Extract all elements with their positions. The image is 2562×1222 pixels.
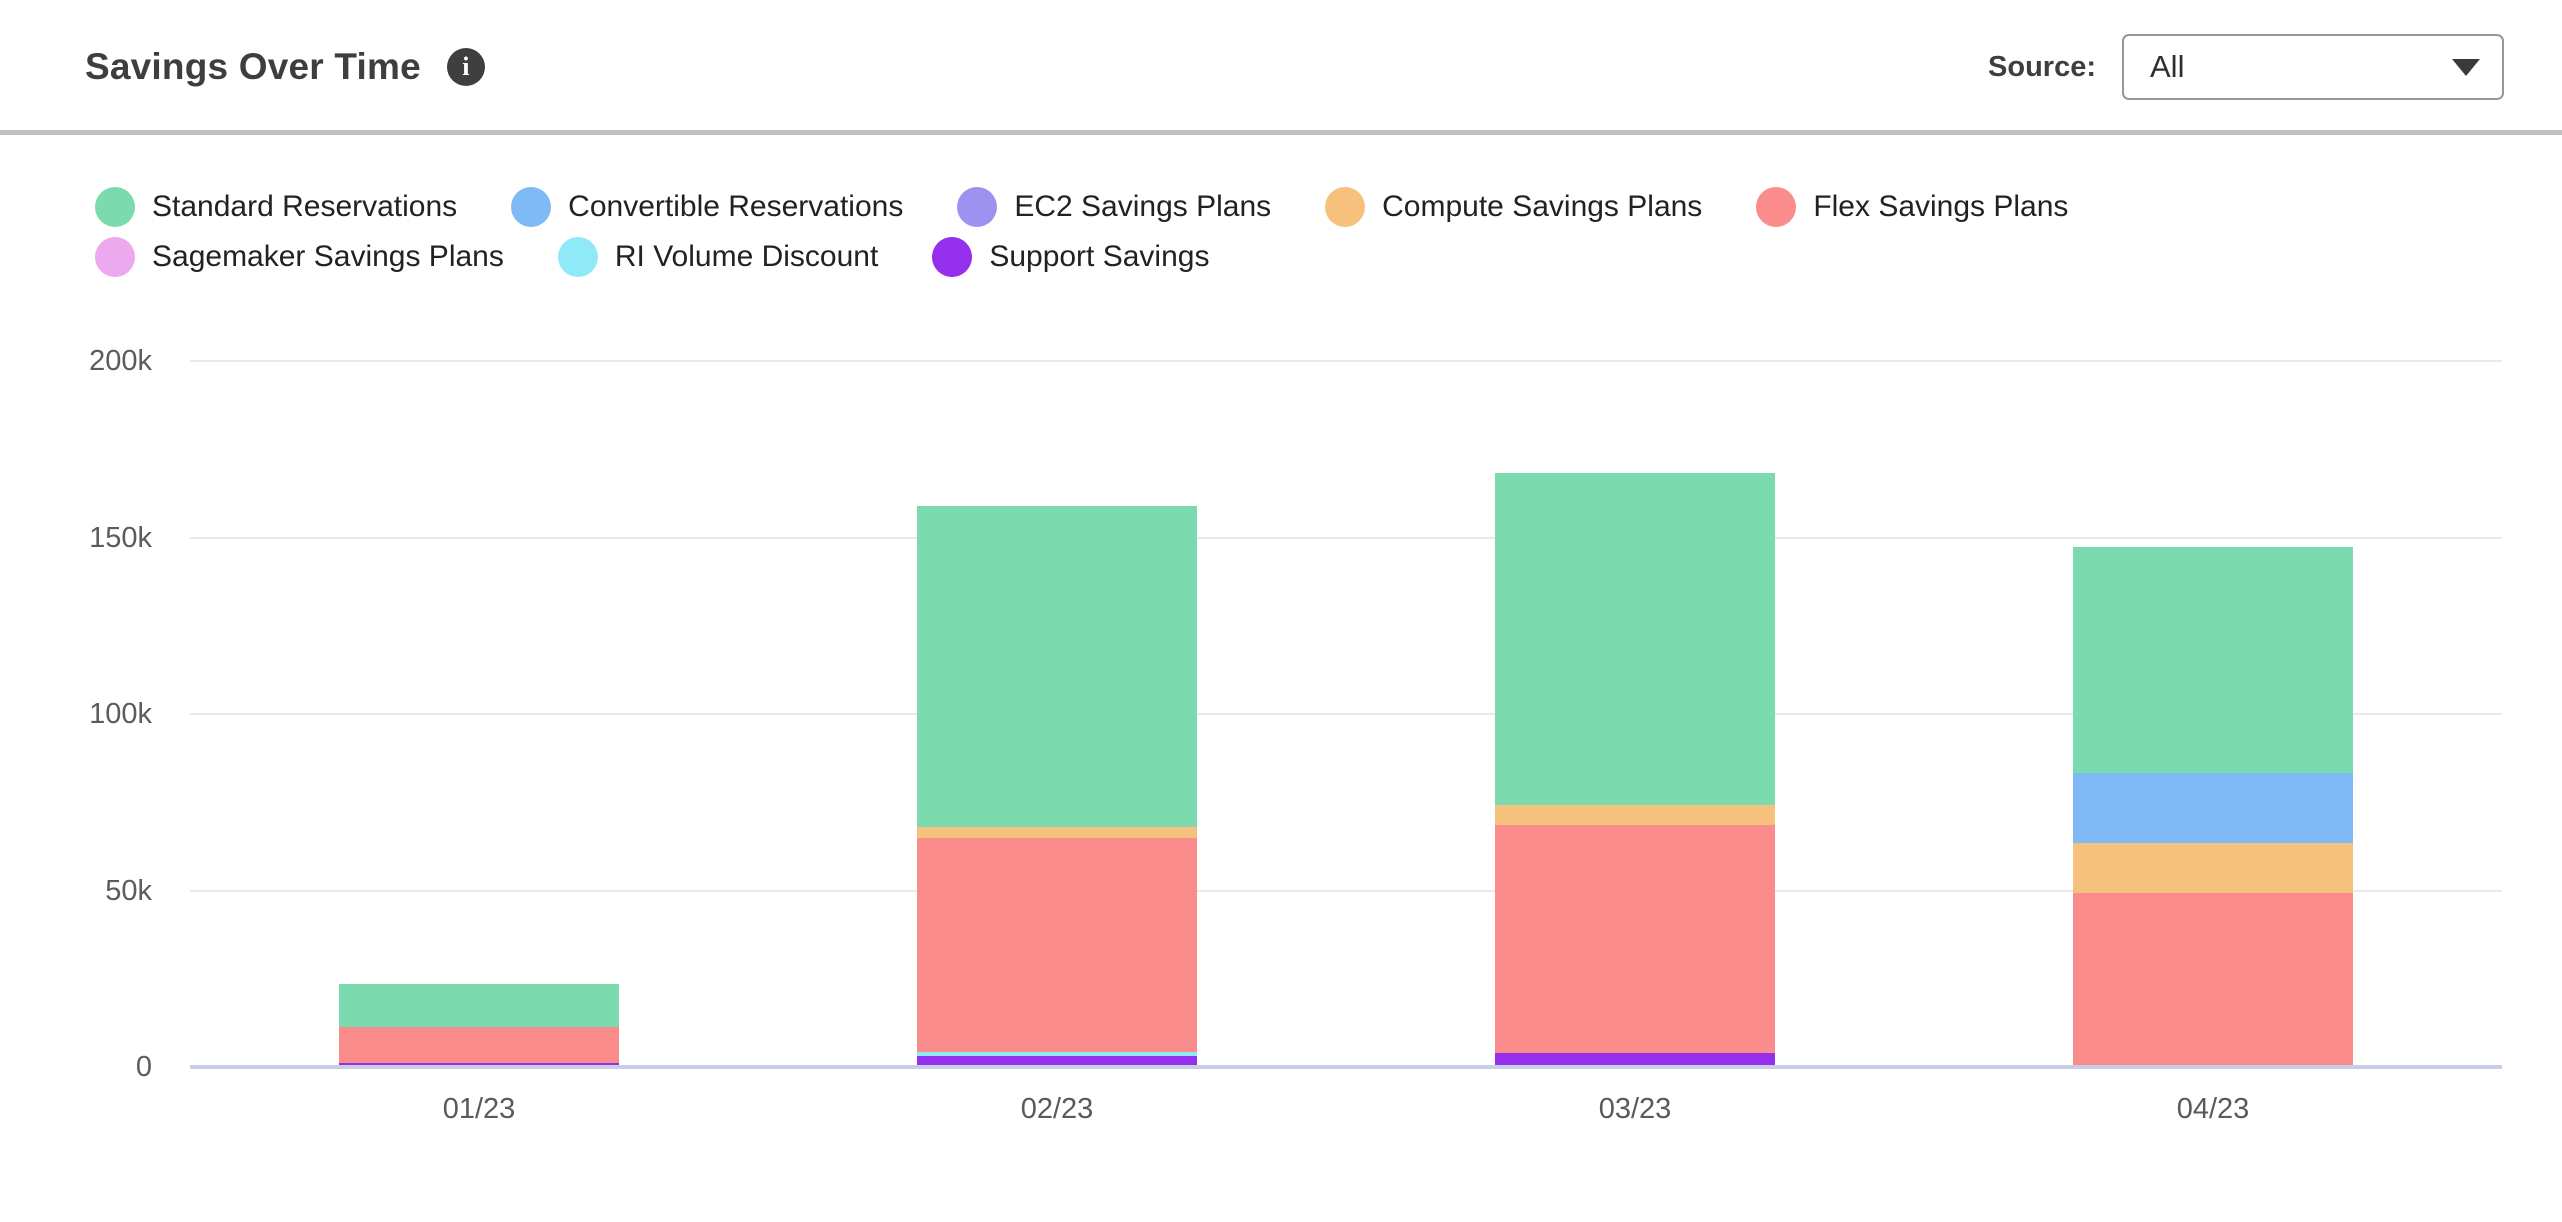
- bar-slot: [1924, 361, 2502, 1067]
- legend-item[interactable]: Standard Reservations: [95, 187, 457, 227]
- legend-swatch-icon: [1325, 187, 1366, 227]
- y-axis-label: 100k: [89, 698, 152, 730]
- chart-legend: Standard Reservations Convertible Reserva…: [95, 187, 2492, 277]
- source-dropdown-value: All: [2150, 49, 2185, 84]
- chevron-down-icon: [2452, 58, 2480, 76]
- bar-segment[interactable]: [1494, 472, 1776, 805]
- legend-item[interactable]: EC2 Savings Plans: [957, 187, 1271, 227]
- x-axis-baseline: [190, 1065, 2502, 1069]
- gridline: [190, 360, 2502, 362]
- bar-segment[interactable]: [916, 837, 1198, 1053]
- legend-swatch-icon: [557, 237, 598, 277]
- legend-label: Convertible Reservations: [568, 190, 904, 223]
- legend-label: Support Savings: [989, 240, 1210, 273]
- page-title: Savings Over Time: [85, 46, 421, 87]
- legend-label: Standard Reservations: [152, 190, 458, 223]
- source-dropdown[interactable]: All: [2122, 34, 2504, 100]
- legend-item[interactable]: Support Savings: [932, 237, 1209, 277]
- stacked-bar-02/23: [916, 505, 1198, 1067]
- legend-label: RI Volume Discount: [614, 240, 879, 273]
- bar-segment[interactable]: [2072, 773, 2354, 844]
- bar-segment[interactable]: [1494, 804, 1776, 826]
- x-axis-label: 04/23: [2176, 1093, 2250, 1125]
- gridline: [190, 889, 2502, 892]
- bars-container: [190, 361, 2502, 1067]
- legend-label: EC2 Savings Plans: [1014, 190, 1272, 223]
- y-axis-label: 50k: [105, 874, 152, 907]
- legend-swatch-icon: [932, 237, 973, 277]
- bar-segment[interactable]: [338, 1027, 620, 1064]
- bar-slot: [1346, 361, 1924, 1067]
- info-icon[interactable]: i: [446, 48, 485, 86]
- x-axis-label: 01/23: [442, 1093, 516, 1125]
- bar-segment[interactable]: [916, 505, 1198, 828]
- bar-slot: [190, 361, 768, 1067]
- bar-segment[interactable]: [1494, 1052, 1776, 1067]
- savings-chart: 200k 150k 100k 50k 0: [0, 345, 2562, 1083]
- legend-swatch-icon: [95, 237, 135, 277]
- legend-swatch-icon: [1756, 187, 1797, 227]
- source-control: Source: All: [1988, 34, 2504, 100]
- legend-label: Flex Savings Plans: [1813, 190, 2069, 223]
- gridline: [190, 713, 2502, 715]
- legend-label: Sagemaker Savings Plans: [152, 240, 504, 273]
- legend-item[interactable]: RI Volume Discount: [557, 237, 879, 277]
- x-axis-label: 03/23: [1598, 1093, 1672, 1125]
- x-axis-label: 02/23: [1020, 1093, 1094, 1125]
- legend-swatch-icon: [95, 187, 135, 227]
- legend-item[interactable]: Compute Savings Plans: [1325, 187, 1702, 227]
- legend-swatch-icon: [511, 187, 552, 227]
- bar-segment[interactable]: [916, 827, 1198, 838]
- bar-segment[interactable]: [916, 1052, 1198, 1057]
- y-axis-label: 0: [135, 1051, 152, 1083]
- x-axis-labels: 01/23 02/23 03/23 04/23: [190, 1093, 2502, 1126]
- source-label: Source:: [1988, 50, 2096, 83]
- legend-item[interactable]: Flex Savings Plans: [1756, 187, 2068, 227]
- bar-segment[interactable]: [916, 1056, 1198, 1067]
- gridline: [190, 536, 2502, 539]
- bar-segment[interactable]: [338, 984, 620, 1028]
- y-axis-label: 150k: [89, 521, 152, 554]
- legend-item[interactable]: Convertible Reservations: [511, 187, 903, 227]
- bar-segment[interactable]: [2072, 892, 2354, 1067]
- bar-segment[interactable]: [1494, 825, 1776, 1053]
- legend-item[interactable]: Sagemaker Savings Plans: [95, 237, 504, 277]
- info-icon-glyph: i: [462, 52, 470, 81]
- y-axis-label: 200k: [89, 345, 152, 377]
- bar-segment[interactable]: [2072, 546, 2354, 774]
- legend-swatch-icon: [957, 187, 998, 227]
- bar-segment[interactable]: [2072, 843, 2354, 893]
- stacked-bar-01/23: [338, 984, 620, 1067]
- stacked-bar-04/23: [2072, 546, 2354, 1067]
- plot-area: [190, 360, 2502, 1069]
- bar-slot: [768, 361, 1346, 1067]
- header-divider: [0, 130, 2562, 135]
- chart-header: Savings Over Time i Source: All: [0, 0, 2562, 130]
- legend-label: Compute Savings Plans: [1382, 190, 1703, 223]
- stacked-bar-03/23: [1494, 472, 1776, 1067]
